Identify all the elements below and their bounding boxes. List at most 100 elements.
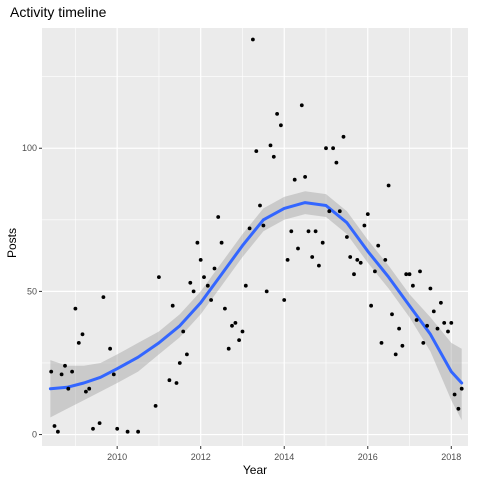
data-point <box>97 421 102 425</box>
data-point <box>365 212 370 217</box>
data-point <box>334 160 339 165</box>
data-point <box>205 283 210 288</box>
data-point <box>271 154 276 159</box>
y-tick-label: 100 <box>22 143 37 153</box>
data-point <box>282 298 287 302</box>
data-point <box>390 312 394 317</box>
data-point <box>264 289 269 294</box>
data-point <box>66 386 71 391</box>
data-point <box>59 372 64 377</box>
data-point <box>411 283 415 288</box>
data-point <box>373 269 377 274</box>
data-point <box>428 286 433 291</box>
data-point <box>352 272 356 277</box>
data-point <box>153 404 158 408</box>
data-point <box>237 338 242 342</box>
data-point <box>91 426 95 431</box>
data-point <box>355 258 360 262</box>
y-tick-label: 0 <box>32 430 37 440</box>
data-point <box>345 235 349 239</box>
x-tick-label: 2018 <box>441 452 461 462</box>
data-point <box>292 177 297 182</box>
data-point <box>108 346 112 351</box>
plot-panel <box>42 28 468 446</box>
data-point <box>170 303 175 308</box>
data-point <box>431 309 436 314</box>
data-point <box>442 321 447 325</box>
data-point <box>393 352 398 357</box>
data-point <box>258 203 262 208</box>
data-point <box>404 272 409 277</box>
data-point <box>337 209 342 214</box>
data-point <box>449 321 454 325</box>
x-tick-label: 2010 <box>107 452 127 462</box>
data-point <box>125 429 130 434</box>
data-point <box>303 175 307 179</box>
x-tick-label: 2016 <box>358 452 378 462</box>
data-point <box>452 392 457 397</box>
confidence-band <box>50 191 462 421</box>
grid-major <box>42 28 468 446</box>
data-point <box>115 426 120 431</box>
data-point <box>279 123 283 128</box>
data-point <box>306 229 311 234</box>
data-point <box>247 226 252 231</box>
y-axis-ticks: 0 50 100 <box>22 143 42 440</box>
data-point <box>456 406 461 411</box>
data-point <box>136 429 141 434</box>
data-point <box>251 37 255 42</box>
smooth-line <box>48 201 464 391</box>
data-point <box>243 283 248 288</box>
data-point <box>80 332 85 337</box>
data-point <box>324 146 328 151</box>
data-point <box>174 381 179 385</box>
data-point <box>195 240 200 245</box>
data-point <box>414 318 419 322</box>
data-point <box>268 143 273 148</box>
data-point <box>369 303 373 308</box>
x-tick-label: 2012 <box>191 452 211 462</box>
data-point <box>275 112 279 116</box>
x-axis-ticks: 2010 2012 2014 2016 2018 <box>107 446 461 462</box>
grid-minor <box>42 28 468 446</box>
data-point <box>386 183 391 188</box>
data-point <box>216 215 221 219</box>
data-point <box>84 389 88 394</box>
data-point <box>331 146 335 151</box>
data-point <box>285 258 290 262</box>
y-axis-label: Posts <box>5 228 19 258</box>
data-point <box>181 329 186 334</box>
data-point <box>101 295 106 299</box>
data-point <box>362 223 367 228</box>
data-point <box>400 343 405 348</box>
confidence-band-area <box>50 191 462 421</box>
data-point <box>296 246 300 251</box>
data-point <box>261 223 266 228</box>
data-point <box>157 275 161 279</box>
data-point <box>289 229 294 234</box>
data-point <box>317 263 321 268</box>
data-point <box>76 341 81 345</box>
data-point <box>459 386 464 391</box>
y-tick-label: 50 <box>27 286 37 296</box>
data-point <box>219 240 224 245</box>
data-point <box>379 341 384 345</box>
data-point <box>233 321 238 325</box>
x-tick-label: 2014 <box>274 452 294 462</box>
data-point <box>230 323 234 328</box>
data-point <box>73 306 78 311</box>
data-point <box>407 272 412 277</box>
data-point <box>383 258 388 262</box>
data-point <box>111 372 116 377</box>
data-point <box>177 361 182 365</box>
data-point <box>202 275 206 279</box>
data-point <box>191 289 196 294</box>
data-point <box>310 255 315 259</box>
data-point <box>397 326 401 331</box>
x-axis-label: Year <box>243 463 267 477</box>
data-point <box>358 260 363 265</box>
data-point <box>87 386 92 391</box>
data-point <box>299 103 304 108</box>
